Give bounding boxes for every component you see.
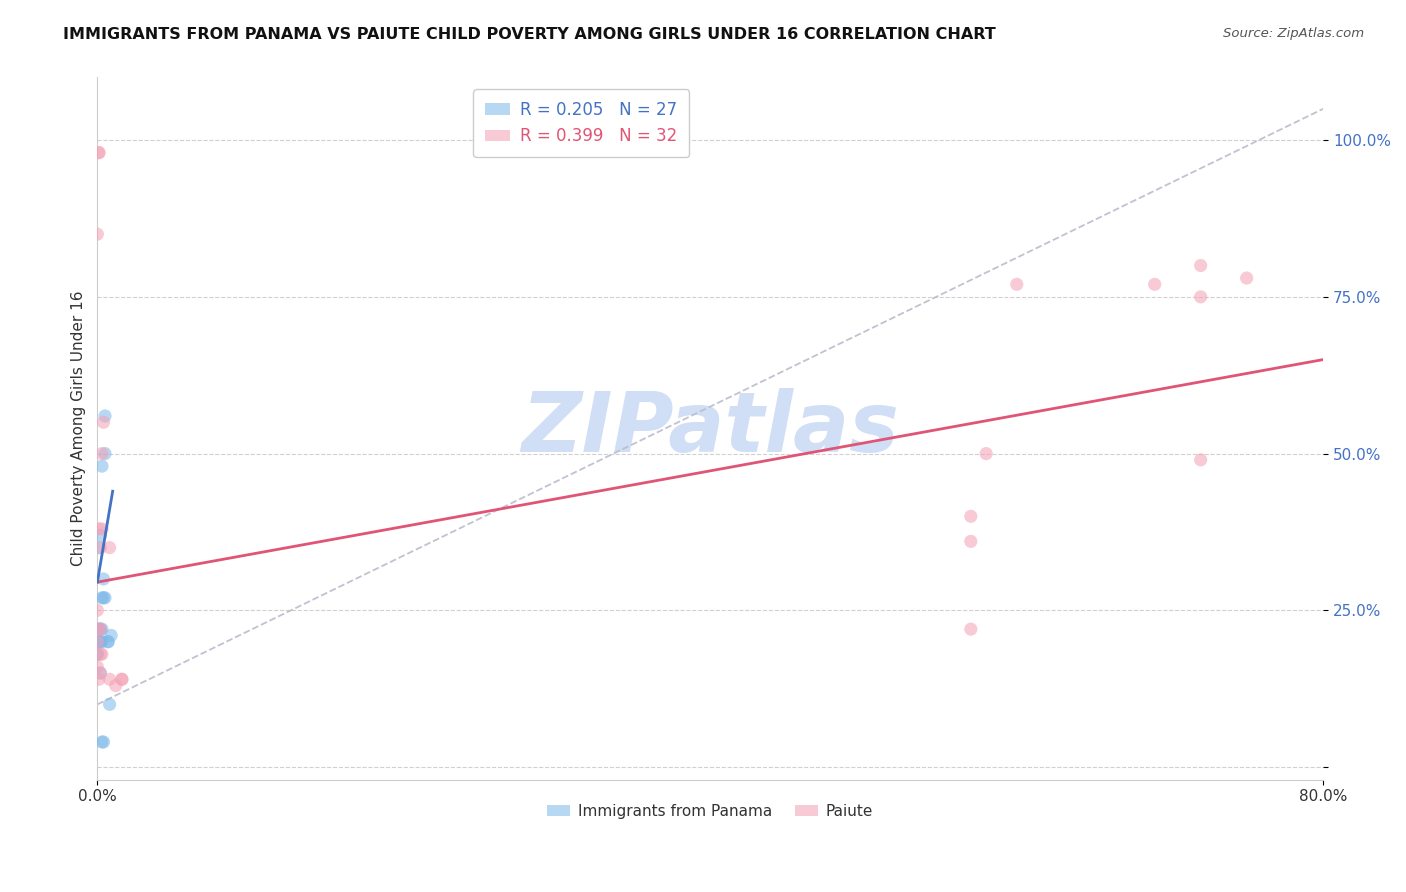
Point xyxy=(86,647,108,661)
Point xyxy=(87,634,110,648)
Point xyxy=(1189,453,1212,467)
Point xyxy=(93,415,115,429)
Point xyxy=(97,634,120,648)
Point xyxy=(1143,277,1166,292)
Point xyxy=(86,603,108,617)
Point xyxy=(91,522,114,536)
Point xyxy=(87,673,110,687)
Point xyxy=(91,647,114,661)
Point xyxy=(959,622,981,636)
Point xyxy=(97,634,120,648)
Text: ZIPatlas: ZIPatlas xyxy=(522,388,900,469)
Point xyxy=(86,634,108,648)
Point xyxy=(959,509,981,524)
Point xyxy=(87,522,110,536)
Point xyxy=(93,735,115,749)
Point xyxy=(1236,271,1258,285)
Point xyxy=(1005,277,1028,292)
Point xyxy=(104,679,127,693)
Point xyxy=(91,591,114,605)
Point xyxy=(93,591,115,605)
Point xyxy=(89,647,111,661)
Text: Source: ZipAtlas.com: Source: ZipAtlas.com xyxy=(1223,27,1364,40)
Point xyxy=(91,634,114,648)
Point xyxy=(94,591,117,605)
Point xyxy=(91,735,114,749)
Point xyxy=(1189,290,1212,304)
Point xyxy=(89,622,111,636)
Point xyxy=(87,145,110,160)
Point xyxy=(89,528,111,542)
Point xyxy=(91,447,114,461)
Point xyxy=(87,622,110,636)
Point xyxy=(91,459,114,474)
Point xyxy=(87,145,110,160)
Point xyxy=(98,673,121,687)
Point xyxy=(111,673,134,687)
Point xyxy=(89,622,111,636)
Point xyxy=(93,572,115,586)
Point xyxy=(86,227,108,242)
Point xyxy=(87,634,110,648)
Point xyxy=(98,698,121,712)
Point xyxy=(98,541,121,555)
Text: IMMIGRANTS FROM PANAMA VS PAIUTE CHILD POVERTY AMONG GIRLS UNDER 16 CORRELATION : IMMIGRANTS FROM PANAMA VS PAIUTE CHILD P… xyxy=(63,27,995,42)
Point xyxy=(89,666,111,681)
Y-axis label: Child Poverty Among Girls Under 16: Child Poverty Among Girls Under 16 xyxy=(72,291,86,566)
Point xyxy=(89,666,111,681)
Point xyxy=(86,659,108,673)
Point xyxy=(974,447,997,461)
Point xyxy=(1189,259,1212,273)
Point xyxy=(94,409,117,423)
Point xyxy=(87,622,110,636)
Point xyxy=(86,634,108,648)
Point xyxy=(94,447,117,461)
Point xyxy=(86,647,108,661)
Point xyxy=(89,634,111,648)
Point xyxy=(959,534,981,549)
Point xyxy=(87,622,110,636)
Legend: Immigrants from Panama, Paiute: Immigrants from Panama, Paiute xyxy=(541,797,879,824)
Point xyxy=(87,541,110,555)
Point xyxy=(111,673,134,687)
Point xyxy=(91,622,114,636)
Point xyxy=(89,541,111,555)
Point xyxy=(100,628,122,642)
